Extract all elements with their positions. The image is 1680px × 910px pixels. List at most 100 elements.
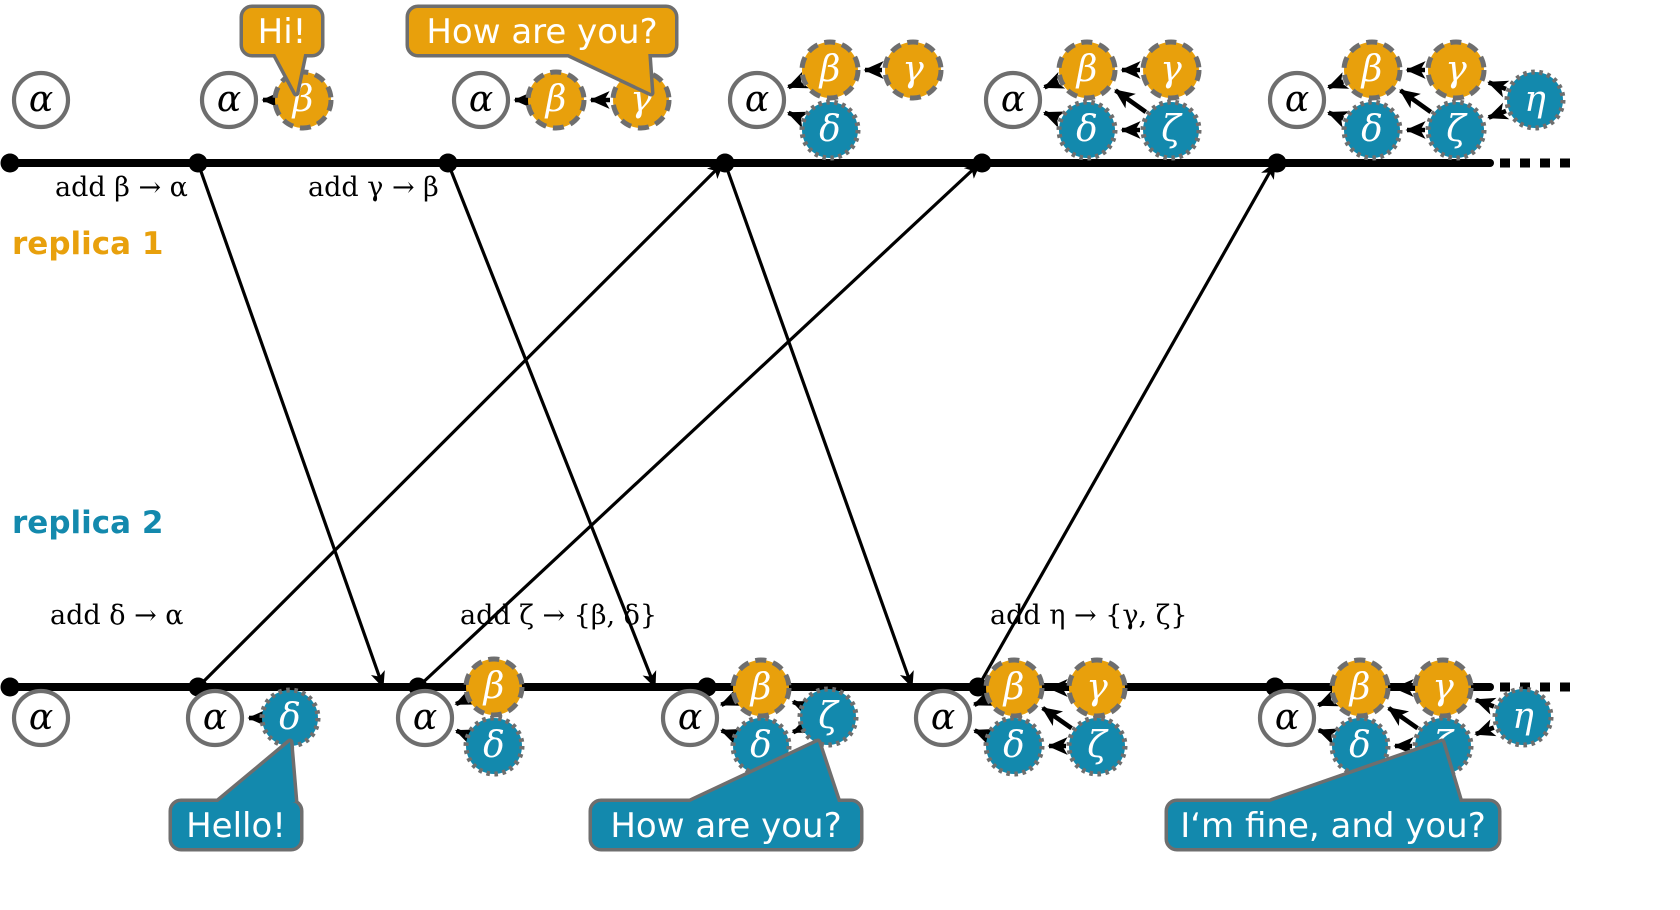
graph-r1-s3-edge-delta-to-alpha bbox=[786, 110, 810, 129]
graph-r1-s4: α β γ δ ζ bbox=[983, 39, 1202, 161]
sync-r2-t2-to-r1-t4[interactable] bbox=[416, 161, 982, 689]
graph-r2-s5-node-beta[interactable] bbox=[1329, 657, 1391, 719]
graph-r1-s4-node-gamma[interactable] bbox=[1140, 39, 1202, 101]
graph-r1-s3-node-alpha[interactable] bbox=[727, 70, 787, 130]
graph-r1-s5-node-label-zeta: ζ bbox=[1446, 109, 1468, 150]
replica-1-timeline-tick-0[interactable] bbox=[0, 153, 20, 173]
replica-2-timeline-tick-0[interactable] bbox=[0, 677, 20, 697]
graph-r1-s5-edge-eta-to-zeta bbox=[1487, 102, 1510, 120]
sync-r1-t2-to-r2-t3[interactable] bbox=[446, 162, 657, 689]
graph-r2-s5-node-gamma[interactable] bbox=[1412, 657, 1474, 719]
graph-r2-s5-node-label-delta: δ bbox=[1349, 725, 1371, 766]
graph-r1-s3-edge-beta-to-alpha bbox=[786, 71, 810, 90]
replica-1-timeline-continuation-dot-1 bbox=[1520, 158, 1530, 168]
graph-r1-s3-node-delta[interactable] bbox=[799, 99, 861, 161]
graph-r2-s3-node-label-alpha: α bbox=[678, 697, 702, 738]
graph-r2-s4-edge-zeta-to-beta bbox=[1041, 706, 1073, 731]
graph-r1-s5-node-eta[interactable] bbox=[1504, 69, 1566, 131]
graph-r1-s2-node-alpha[interactable] bbox=[451, 70, 511, 130]
graph-r1-s5-node-gamma[interactable] bbox=[1425, 39, 1487, 101]
bubble-im-fine[interactable]: I‘m fine, and you? bbox=[1164, 738, 1502, 852]
graph-r1-s5-node-beta[interactable] bbox=[1341, 39, 1403, 101]
bubble-how-are-you-top-text: How are you? bbox=[426, 12, 657, 52]
graph-r2-s3-edge-zeta-to-delta bbox=[791, 716, 814, 735]
graph-r2-s3-node-zeta[interactable] bbox=[797, 686, 859, 748]
replica-1-timeline-continuation-dot-2 bbox=[1540, 158, 1550, 168]
graph-r2-s0-node-alpha[interactable] bbox=[11, 688, 71, 748]
bubble-how-are-you-bottom[interactable]: How are you? bbox=[588, 738, 864, 852]
graph-r2-s3-node-label-zeta: ζ bbox=[818, 696, 840, 737]
bubble-hi[interactable]: Hi! bbox=[239, 4, 325, 97]
graph-r2-s2-node-label-alpha: α bbox=[413, 697, 437, 738]
graph-r1-s5: α β γ δ ζ η bbox=[1267, 39, 1566, 161]
replica-2-timeline-continuation-dot-2 bbox=[1540, 682, 1550, 692]
graph-r1-s3-node-label-beta: β bbox=[818, 49, 841, 90]
graph-r2-s2-node-beta[interactable] bbox=[463, 656, 525, 718]
graph-r2-s4-node-delta[interactable] bbox=[983, 715, 1045, 777]
graph-r2-s5-node-eta[interactable] bbox=[1492, 686, 1554, 748]
graph-r2-s3-edge-delta-to-alpha bbox=[720, 728, 743, 746]
graph-r1-s4-node-zeta[interactable] bbox=[1140, 99, 1202, 161]
graph-r2-s3-node-label-delta: δ bbox=[750, 725, 772, 766]
graph-r1-s4-node-delta[interactable] bbox=[1056, 99, 1118, 161]
graph-r1-s1-node-alpha[interactable] bbox=[199, 70, 259, 130]
graph-r1-s5-node-zeta[interactable] bbox=[1425, 99, 1487, 161]
graph-r1-s0: α bbox=[11, 70, 71, 130]
graph-r1-s3-node-gamma[interactable] bbox=[882, 39, 944, 101]
sync-arrows-group bbox=[196, 161, 1277, 689]
graph-r2-s2-node-alpha[interactable] bbox=[395, 688, 455, 748]
sync-r2-t1-to-r1-t3[interactable] bbox=[196, 161, 725, 689]
sync-r2-t4-to-r1-t5[interactable] bbox=[976, 161, 1277, 688]
graph-r2-s4-node-zeta[interactable] bbox=[1066, 715, 1128, 777]
graph-r2-s5-node-label-gamma: γ bbox=[1432, 667, 1454, 708]
graph-r2-s3: α βδ ζ bbox=[660, 657, 859, 777]
graph-r2-s1-node-label-delta: δ bbox=[279, 697, 301, 738]
graph-r2-s3-edge-beta-to-alpha bbox=[719, 689, 742, 707]
bubble-im-fine-tail bbox=[1270, 742, 1460, 802]
graph-r2-s5-edge-eta-to-gamma bbox=[1474, 697, 1497, 715]
graph-r1-s4-node-alpha[interactable] bbox=[983, 70, 1043, 130]
sync-r1-t1-to-r2-t2[interactable] bbox=[196, 162, 385, 689]
replica-1-timeline-tick-4[interactable] bbox=[972, 153, 992, 173]
graph-r2-s4-node-alpha[interactable] bbox=[913, 688, 973, 748]
sync-r1-t3-to-r2-t4[interactable] bbox=[723, 162, 914, 689]
graph-r2-s1-node-alpha[interactable] bbox=[185, 688, 245, 748]
graph-r2-s4-node-label-beta: β bbox=[1002, 667, 1025, 708]
graph-r2-s5-node-alpha[interactable] bbox=[1257, 688, 1317, 748]
graph-r1-s4-node-beta[interactable] bbox=[1056, 39, 1118, 101]
replica-1-timeline-continuation-dot-3 bbox=[1560, 158, 1570, 168]
graph-r2-s2-node-delta[interactable] bbox=[463, 715, 525, 777]
graph-r2-s4-node-gamma[interactable] bbox=[1066, 657, 1128, 719]
graph-r1-s0-node-label-alpha: α bbox=[29, 79, 53, 120]
bubble-hello[interactable]: Hello! bbox=[168, 738, 304, 852]
graph-r2-s5-edge-beta-to-alpha bbox=[1316, 689, 1340, 708]
graph-r2-s4-node-beta[interactable] bbox=[983, 657, 1045, 719]
graph-r1-s3-node-beta[interactable] bbox=[799, 39, 861, 101]
graph-r2-s3-node-alpha[interactable] bbox=[660, 688, 720, 748]
graph-r2-s5-node-label-alpha: α bbox=[1275, 697, 1299, 738]
graph-r2-s4-edge-beta-to-alpha bbox=[972, 689, 995, 707]
graph-r1-s5-edge-zeta-to-beta bbox=[1399, 88, 1433, 114]
replica-2-timeline-continuation-dot-1 bbox=[1520, 682, 1530, 692]
graph-r1-s5-node-alpha[interactable] bbox=[1267, 70, 1327, 130]
graph-r1-s2-node-label-alpha: α bbox=[469, 79, 493, 120]
graph-r2-s4-node-label-gamma: γ bbox=[1086, 667, 1108, 708]
graph-r1-s0-node-alpha[interactable] bbox=[11, 70, 71, 130]
graph-r2-s5-node-delta[interactable] bbox=[1329, 715, 1391, 777]
graph-r1-s2-node-beta[interactable] bbox=[525, 69, 587, 131]
replica-1-timeline-event-label-0: add β → α bbox=[55, 172, 188, 203]
graph-r1-s5-edge-delta-to-alpha bbox=[1327, 110, 1350, 128]
graph-r2-s3-node-beta[interactable] bbox=[730, 657, 792, 719]
graph-r2-s1-node-delta[interactable] bbox=[259, 687, 321, 749]
bubble-hi-text: Hi! bbox=[258, 12, 307, 52]
bubble-how-are-you-top[interactable]: How are you? bbox=[405, 4, 679, 97]
graph-r1-s2-node-label-beta: β bbox=[544, 79, 567, 120]
replica-1-timeline-continuation-dot-0 bbox=[1500, 158, 1510, 168]
graph-r1-s5-node-delta[interactable] bbox=[1341, 99, 1403, 161]
graph-r2-s2-edge-delta-to-alpha bbox=[455, 728, 478, 747]
